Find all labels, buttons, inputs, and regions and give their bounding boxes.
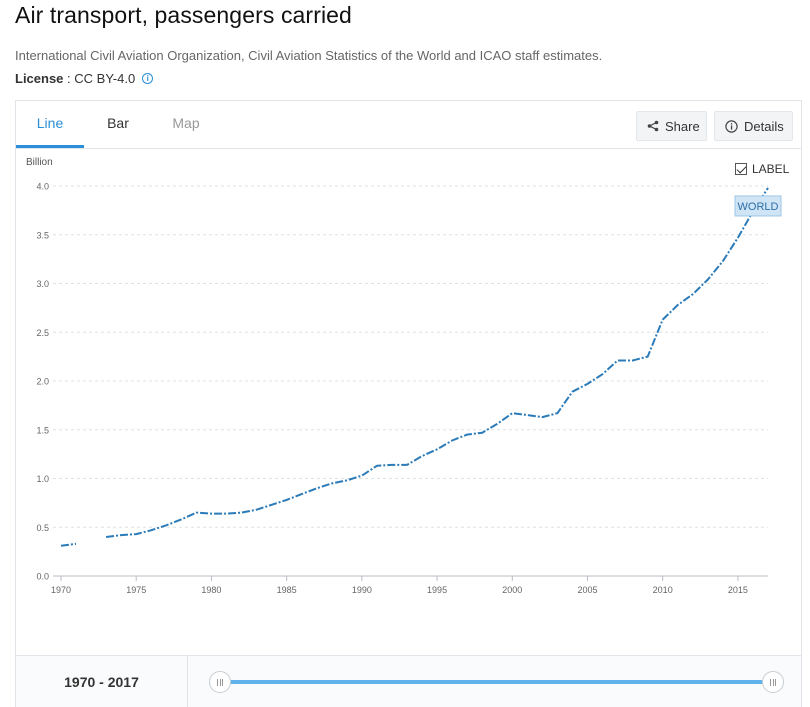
x-tick-label: 2015	[728, 585, 748, 595]
info-circle-icon	[725, 119, 738, 133]
x-tick-label: 2000	[502, 585, 522, 595]
range-label: 1970 - 2017	[16, 656, 188, 707]
y-tick-label: 0.5	[36, 523, 49, 533]
x-tick-label: 1995	[427, 585, 447, 595]
y-tick-label: 2.5	[36, 328, 49, 338]
tabs-divider	[16, 148, 801, 149]
y-tick-label: 1.5	[36, 425, 49, 435]
series-label-box	[734, 195, 782, 217]
series-line-world	[105, 187, 769, 538]
y-axis-label: Billion	[26, 157, 53, 168]
details-button[interactable]: Details	[714, 111, 793, 141]
series-line-world	[60, 542, 77, 547]
grip-icon	[770, 678, 776, 686]
license-label: License	[15, 71, 64, 86]
label-checkbox[interactable]	[735, 163, 747, 175]
range-footer: 1970 - 2017	[16, 655, 801, 707]
range-start-handle[interactable]	[209, 671, 231, 693]
view-tabs: Line Bar Map	[16, 101, 220, 148]
grip-icon	[217, 678, 223, 686]
share-icon	[647, 120, 659, 132]
label-toggle[interactable]: LABEL	[735, 162, 789, 176]
details-label: Details	[744, 118, 784, 134]
tab-line[interactable]: Line	[16, 101, 84, 148]
x-tick-label: 2005	[577, 585, 597, 595]
share-button[interactable]: Share	[636, 111, 707, 141]
range-slider-track[interactable]	[219, 680, 777, 684]
share-label: Share	[665, 118, 700, 134]
license-value: CC BY-4.0	[74, 71, 136, 86]
series-label-world: WORLD	[738, 201, 779, 213]
x-tick-label: 1990	[352, 585, 372, 595]
x-tick-label: 1975	[126, 585, 146, 595]
label-toggle-text: LABEL	[752, 162, 790, 176]
y-tick-label: 0.0	[36, 572, 49, 582]
y-tick-label: 1.0	[36, 474, 49, 484]
license-line: License : CC BY-4.0 i	[15, 71, 154, 86]
y-tick-label: 3.5	[36, 230, 49, 240]
line-chart: Billion 0.0 0.5 1.0 1.5 2.0 2.5 3.0 3.5 4.0 1970 19…	[26, 157, 782, 595]
tab-bar[interactable]: Bar	[107, 115, 129, 131]
source-text: International Civil Aviation Organizatio…	[15, 48, 603, 63]
info-icon[interactable]: i	[142, 73, 154, 84]
chart-panel: Line Bar Map Share Details LABEL	[15, 100, 802, 707]
y-tick-label: 3.0	[36, 279, 49, 289]
y-tick-label: 4.0	[36, 182, 49, 192]
x-tick-label: 1980	[201, 585, 221, 595]
x-tick-label: 2010	[653, 585, 673, 595]
x-tick-label: 1985	[277, 585, 297, 595]
tab-map[interactable]: Map	[172, 115, 200, 131]
license-separator: :	[63, 71, 75, 86]
page-title: Air transport, passengers carried	[15, 2, 352, 28]
range-end-handle[interactable]	[762, 671, 784, 693]
y-tick-label: 2.0	[36, 377, 49, 387]
x-tick-label: 1970	[51, 585, 71, 595]
